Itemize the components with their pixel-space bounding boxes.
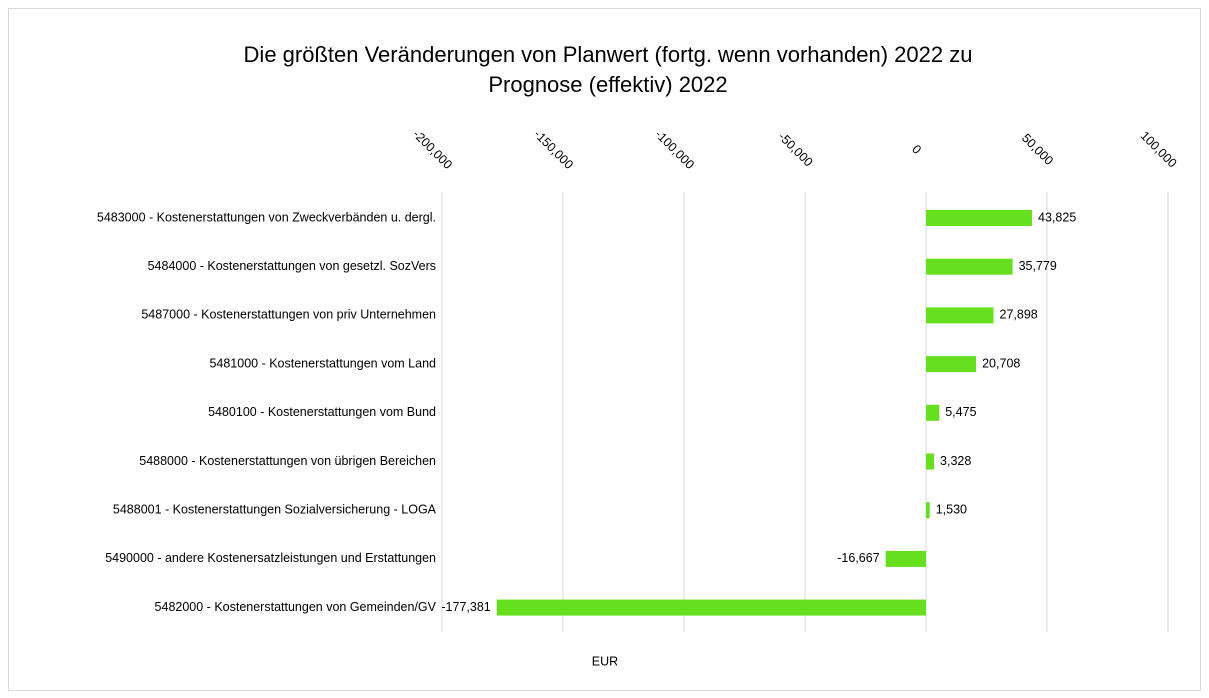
y-tick-label: 5481000 - Kostenerstattungen vom Land (209, 356, 436, 370)
value-label: 27,898 (1000, 308, 1038, 322)
value-label: 20,708 (982, 356, 1020, 370)
value-label: 5,475 (945, 405, 976, 419)
value-label: 3,328 (940, 454, 971, 468)
value-label: -177,381 (441, 600, 490, 614)
y-tick-label: 5482000 - Kostenerstattungen von Gemeind… (155, 600, 437, 614)
value-label: -16,667 (837, 551, 879, 565)
bar (926, 404, 940, 421)
y-tick-label: 5483000 - Kostenerstattungen von Zweckve… (97, 210, 436, 224)
bar (926, 502, 930, 519)
bar (885, 550, 926, 567)
y-tick-label: 5484000 - Kostenerstattungen von gesetzl… (148, 259, 436, 273)
bar (926, 258, 1013, 275)
chart-title: Prognose (effektiv) 2022 (488, 72, 727, 97)
bar (926, 307, 994, 324)
chart-title: Die größten Veränderungen von Planwert (… (244, 42, 973, 67)
bar (496, 599, 926, 616)
y-tick-label: 5487000 - Kostenerstattungen von priv Un… (141, 308, 436, 322)
y-tick-label: 5488001 - Kostenerstattungen Sozialversi… (113, 502, 437, 516)
bar (926, 453, 935, 470)
value-label: 43,825 (1038, 210, 1076, 224)
bar (926, 210, 1033, 226)
y-tick-label: 5480100 - Kostenerstattungen vom Bund (208, 405, 436, 419)
y-tick-label: 5490000 - andere Kostenersatzleistungen … (105, 551, 436, 565)
bar (926, 356, 977, 373)
x-axis-label: EUR (592, 654, 618, 668)
chart-border (8, 8, 1201, 691)
y-tick-label: 5488000 - Kostenerstattungen von übrigen… (139, 454, 436, 468)
value-label: 35,779 (1019, 259, 1057, 273)
value-label: 1,530 (936, 502, 967, 516)
